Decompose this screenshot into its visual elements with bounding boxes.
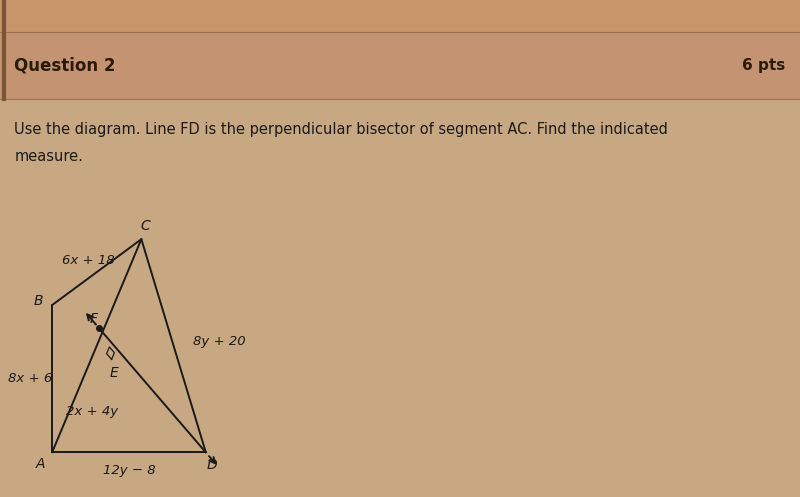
Text: B: B <box>34 294 43 308</box>
Text: 12y − 8: 12y − 8 <box>102 464 155 477</box>
Text: 6 pts: 6 pts <box>742 58 786 73</box>
Text: Question 2: Question 2 <box>14 57 116 75</box>
Text: D: D <box>207 458 218 472</box>
Text: 8y + 20: 8y + 20 <box>194 335 246 348</box>
Text: F: F <box>90 313 98 327</box>
Text: 2x + 4y: 2x + 4y <box>66 405 118 418</box>
Text: C: C <box>140 219 150 233</box>
Text: E: E <box>110 366 118 380</box>
Text: Use the diagram. Line FD is the perpendicular bisector of segment AC. Find the i: Use the diagram. Line FD is the perpendi… <box>14 122 668 137</box>
Text: A: A <box>36 457 46 471</box>
Text: 8x + 6: 8x + 6 <box>8 372 52 385</box>
Text: measure.: measure. <box>14 149 83 164</box>
Text: 6x + 18: 6x + 18 <box>62 254 114 267</box>
